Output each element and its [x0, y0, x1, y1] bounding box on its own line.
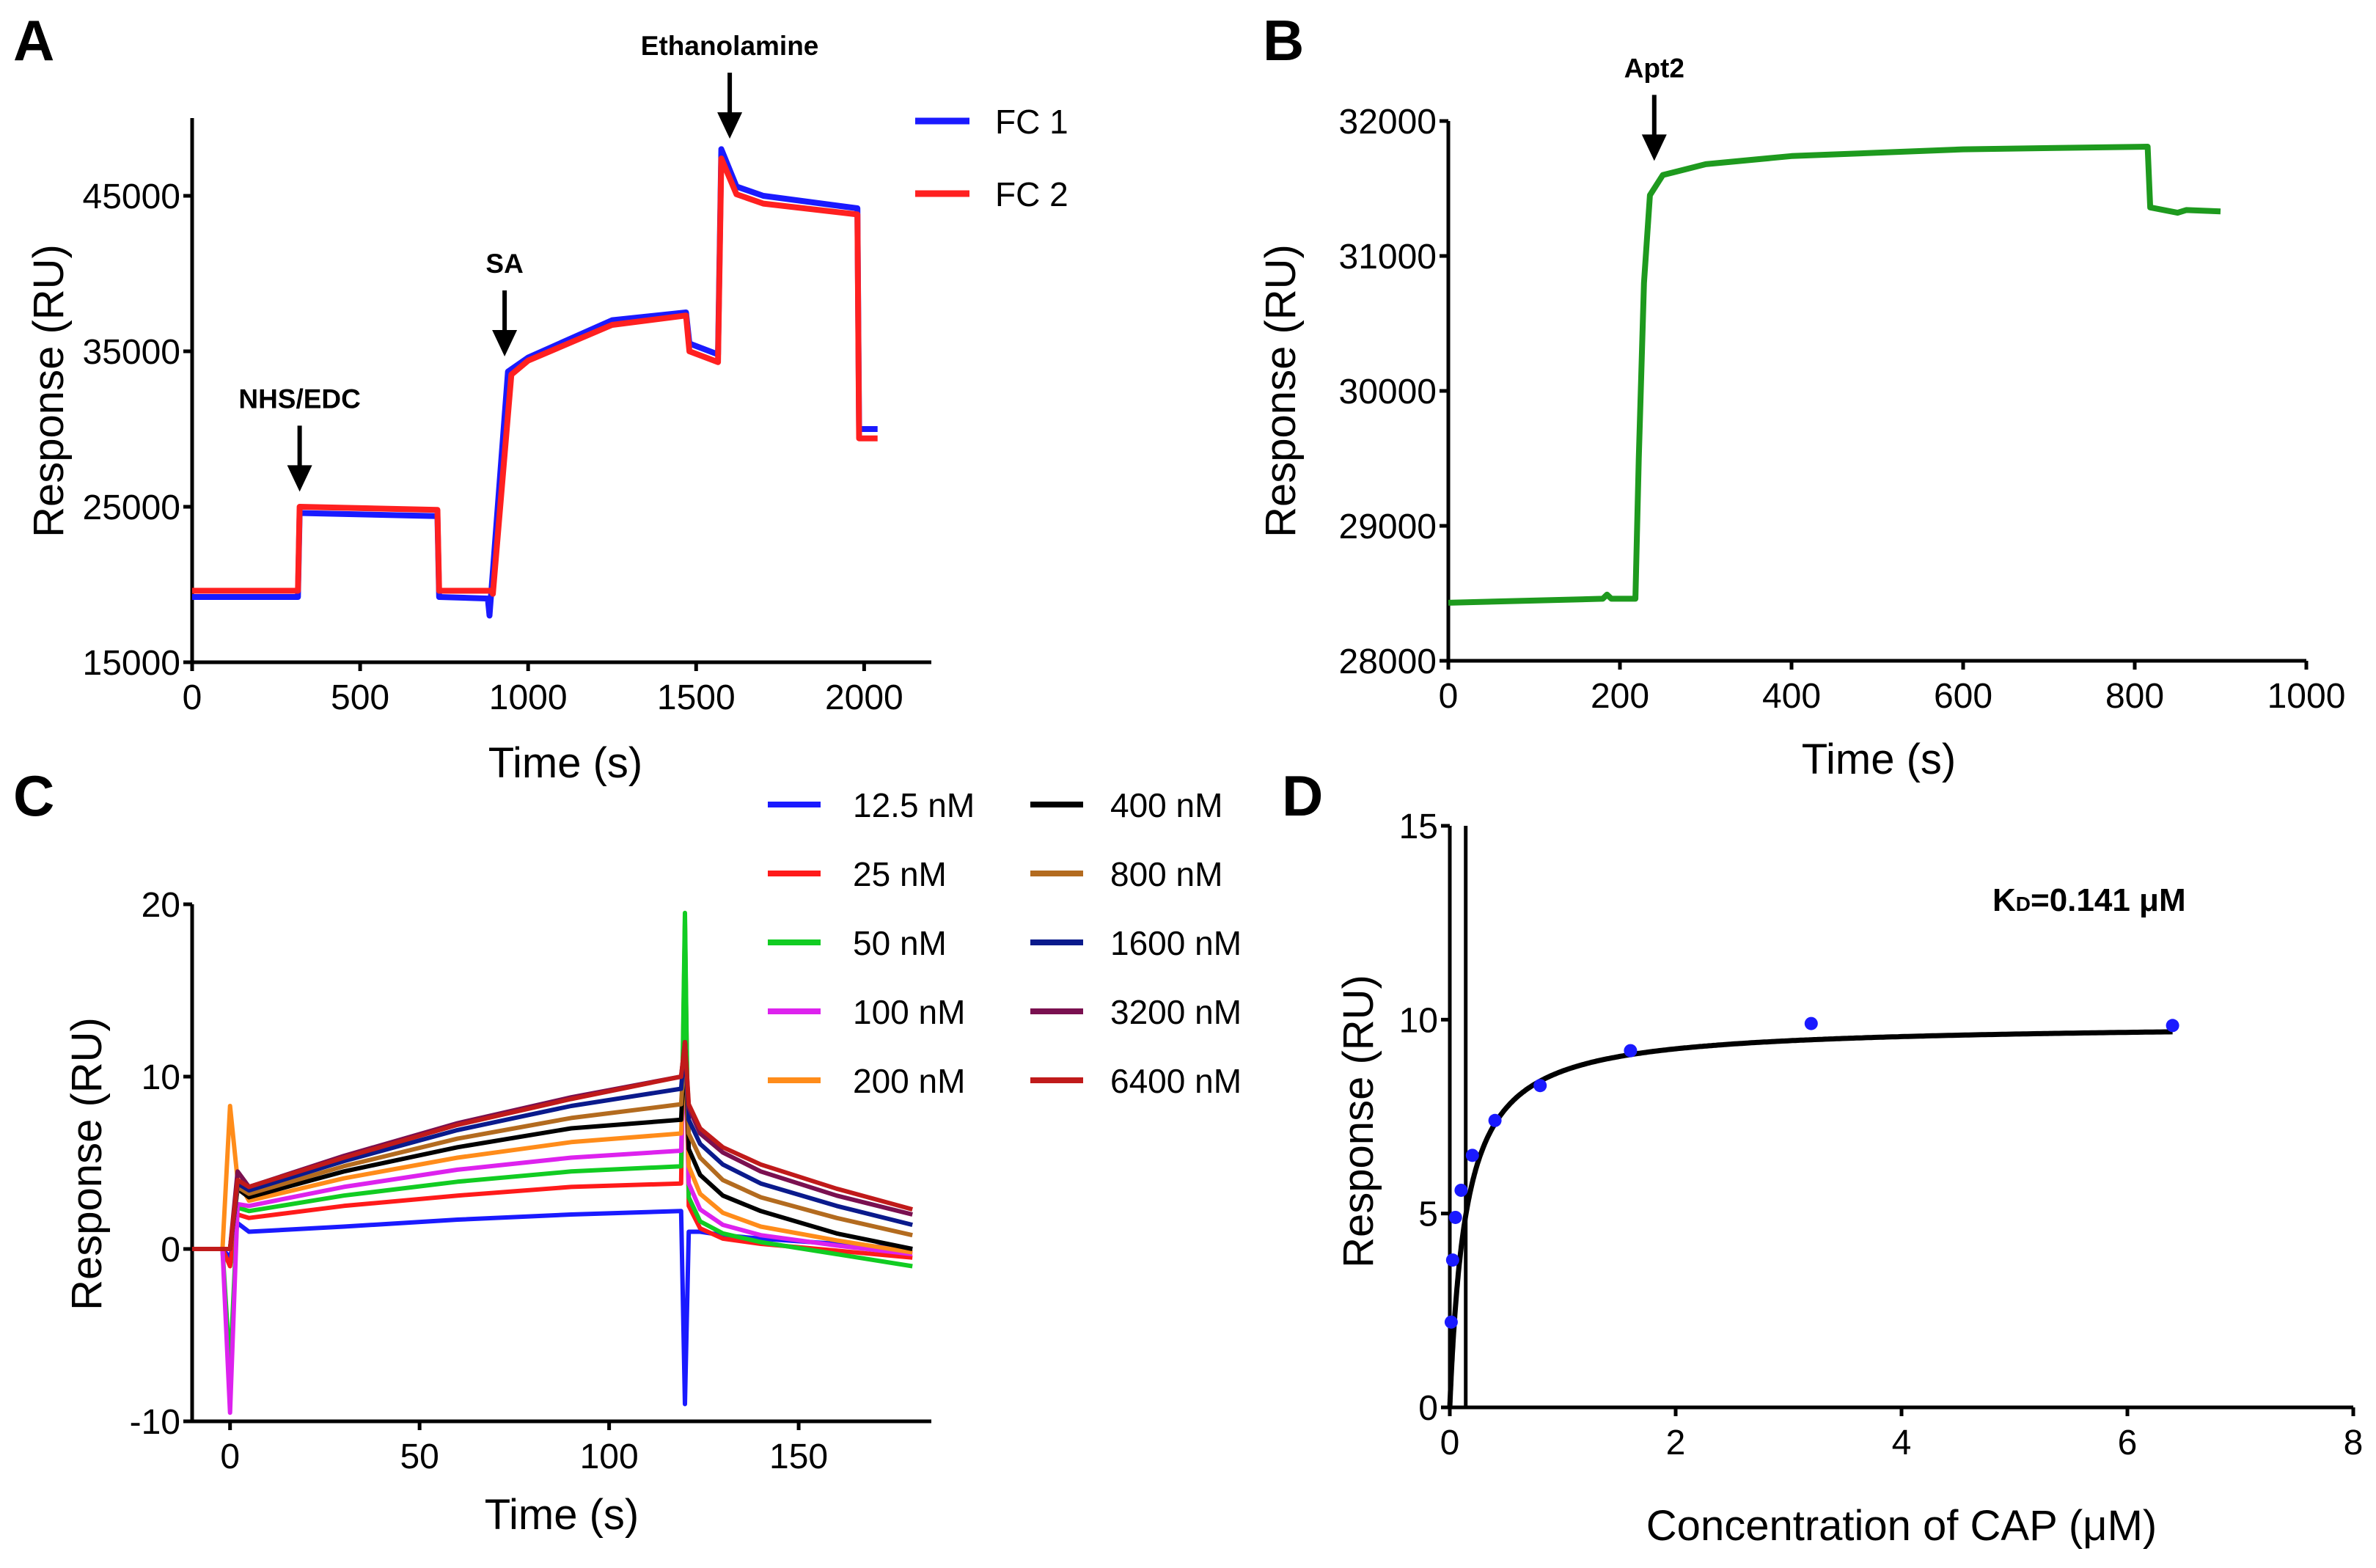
data-point	[2166, 1019, 2179, 1033]
kd-symbol: K	[1992, 882, 2016, 918]
data-point	[1448, 1210, 1462, 1224]
legend-label: 12.5 nM	[853, 786, 975, 824]
panel-c-x-axis-label: Time (s)	[485, 1491, 639, 1539]
x-tick-label: 2000	[825, 678, 903, 717]
data-point	[1624, 1044, 1638, 1058]
x-tick-label: 600	[1934, 677, 1992, 716]
data-point	[1444, 1315, 1458, 1329]
series-line-200-nm	[192, 1040, 913, 1255]
x-tick-label: 1500	[657, 678, 736, 717]
y-tick-label: 0	[1418, 1389, 1438, 1428]
y-tick-label: 5	[1418, 1195, 1438, 1234]
data-point	[1465, 1148, 1479, 1162]
binding-fit-curve	[1447, 1029, 2173, 1407]
x-tick-label: 800	[2105, 677, 2164, 716]
x-tick-label: 1000	[489, 678, 568, 717]
legend-label: 100 nM	[853, 993, 965, 1031]
y-tick-label: 28000	[1339, 642, 1437, 681]
kd-value: =0.141 μM	[2031, 882, 2186, 918]
x-tick-label: 2	[1666, 1424, 1686, 1462]
annotation-label: NHS/EDC	[238, 384, 361, 414]
y-tick-label: 15	[1399, 807, 1438, 846]
y-tick-label: 15000	[83, 644, 180, 683]
legend-label: 800 nM	[1110, 855, 1222, 893]
legend-label: 6400 nM	[1110, 1062, 1242, 1100]
data-point	[1533, 1079, 1547, 1093]
x-tick-label: 50	[400, 1437, 439, 1476]
y-tick-label: 29000	[1339, 508, 1437, 546]
y-tick-label: 10	[1399, 1001, 1438, 1040]
kd-annotation: KD=0.141 μM	[1992, 882, 2186, 918]
panel-d-y-axis-label: Response (RU)	[1335, 975, 1382, 1268]
x-tick-label: 6	[2118, 1424, 2138, 1462]
y-tick-label: 32000	[1339, 103, 1437, 142]
panel-c-y-axis-label: Response (RU)	[63, 1017, 111, 1311]
annotation-label: Apt2	[1624, 53, 1684, 83]
kd-subscript: D	[2016, 893, 2031, 915]
legend-label: 200 nM	[853, 1062, 965, 1100]
y-tick-label: 10	[142, 1058, 180, 1097]
data-point	[1804, 1016, 1818, 1030]
x-tick-label: 0	[1440, 1424, 1460, 1462]
legend-label: 25 nM	[853, 855, 947, 893]
series-line-fc-1	[192, 146, 878, 619]
legend-label: 1600 nM	[1110, 924, 1242, 962]
panel-label-a: A	[13, 8, 54, 73]
y-tick-label: 45000	[83, 177, 180, 216]
legend-label: 3200 nM	[1110, 993, 1242, 1031]
x-tick-label: 1000	[2267, 677, 2346, 716]
series-line-fc-2	[192, 155, 878, 597]
x-tick-label: 0	[220, 1437, 240, 1476]
arrow-down-icon	[287, 465, 312, 492]
x-tick-label: 0	[183, 678, 202, 717]
legend-label: 50 nM	[853, 924, 947, 962]
arrow-down-icon	[492, 329, 518, 356]
x-tick-label: 4	[1892, 1424, 1912, 1462]
panel-a: 0 500 1000 1500 2000 15000 25000 35000 45000 NHS/…	[83, 31, 1068, 717]
series-line-6400-nm	[192, 1040, 913, 1251]
y-tick-label: -10	[130, 1403, 180, 1442]
series-line-25-nm	[192, 919, 913, 1269]
panel-d-x-axis-label: Concentration of CAP (μM)	[1646, 1502, 2157, 1550]
panel-label-b: B	[1263, 8, 1304, 73]
series-line-50-nm	[192, 910, 913, 1372]
legend-label: 400 nM	[1110, 786, 1222, 824]
series-line-100-nm	[192, 1040, 913, 1415]
y-tick-label: 25000	[83, 488, 180, 527]
y-tick-label: 20	[142, 886, 180, 925]
panel-b-y-axis-label: Response (RU)	[1257, 244, 1305, 538]
y-tick-label: 0	[161, 1231, 180, 1270]
data-point	[1445, 1253, 1459, 1267]
x-tick-label: 0	[1439, 677, 1459, 716]
series-line-apt2	[1448, 144, 2221, 606]
x-tick-label: 500	[331, 678, 389, 717]
x-tick-label: 400	[1762, 677, 1821, 716]
panel-label-c: C	[13, 763, 54, 828]
panel-b-x-axis-label: Time (s)	[1802, 736, 1956, 783]
y-tick-label: 35000	[83, 333, 180, 372]
panel-b: 0 200 400 600 800 1000 28000 29000 30000 31000 320…	[1339, 53, 2346, 716]
x-tick-label: 150	[769, 1437, 828, 1476]
annotation-label: Ethanolamine	[641, 31, 819, 61]
panel-a-y-axis-label: Response (RU)	[25, 244, 73, 538]
panel-label-d: D	[1282, 763, 1323, 828]
x-tick-label: 100	[580, 1437, 639, 1476]
data-point	[1454, 1183, 1468, 1197]
y-tick-label: 30000	[1339, 373, 1437, 411]
arrow-down-icon	[717, 112, 743, 139]
arrow-down-icon	[1641, 134, 1667, 161]
annotation-label: SA	[485, 249, 523, 279]
panel-c: 0 50 100 150 -10 0 10 20 12.5 nM 25 nM 50 nM 100 nM…	[130, 786, 1242, 1476]
legend-label: FC 2	[995, 175, 1068, 213]
x-tick-label: 200	[1591, 677, 1649, 716]
x-tick-label: 8	[2344, 1424, 2364, 1462]
panel-d: 0 2 4 6 8 0 5 10 15	[1399, 807, 2364, 1462]
legend-label: FC 1	[995, 103, 1068, 141]
y-tick-label: 31000	[1339, 238, 1437, 276]
data-point	[1488, 1113, 1502, 1127]
panel-a-x-axis-label: Time (s)	[488, 739, 642, 787]
